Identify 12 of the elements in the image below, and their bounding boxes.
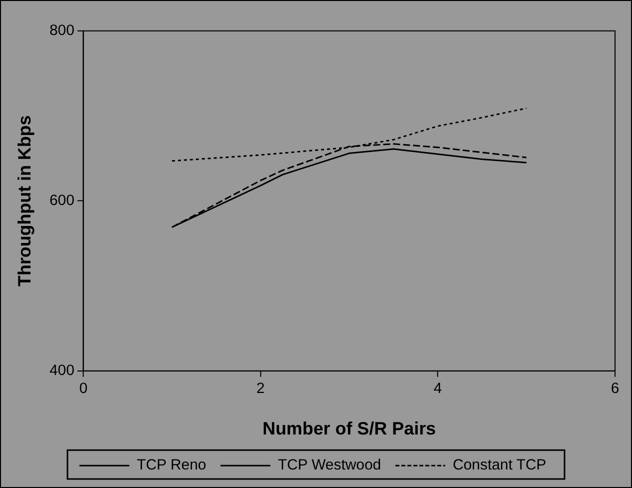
legend-label: TCP Westwood	[278, 456, 382, 474]
y-tick-label: 400	[49, 362, 74, 379]
x-tick-label: 0	[79, 380, 88, 397]
y-tick-label: 600	[49, 192, 74, 209]
y-axis-title: Throughput in Kbps	[14, 115, 35, 286]
legend-label: Constant TCP	[452, 456, 546, 474]
legend-label: TCP Reno	[136, 456, 206, 474]
x-axis-title: Number of S/R Pairs	[262, 418, 436, 438]
x-tick-label: 4	[434, 380, 442, 397]
y-tick-label: 800	[49, 22, 74, 39]
x-tick-label: 6	[610, 380, 620, 397]
x-tick-label: 2	[256, 380, 265, 397]
